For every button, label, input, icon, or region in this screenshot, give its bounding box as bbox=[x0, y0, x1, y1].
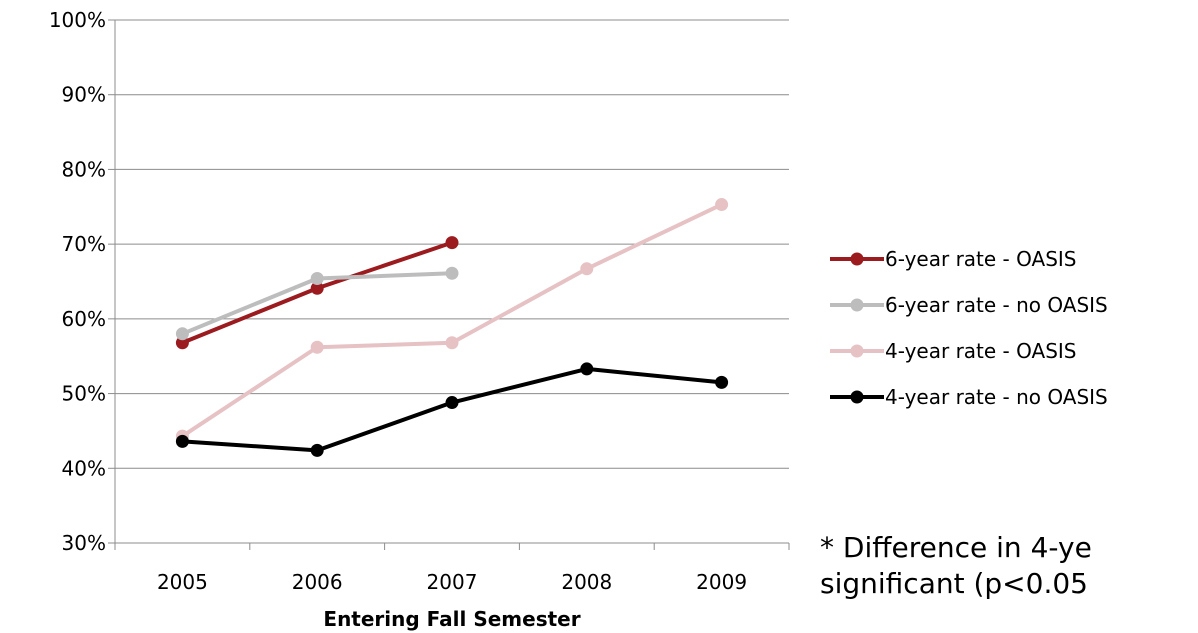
legend-marker bbox=[850, 252, 864, 266]
legend-label: 6-year rate - no OASIS bbox=[885, 293, 1108, 317]
footnote-line-1: * Difference in 4-ye bbox=[820, 531, 1092, 564]
y-tick-label: 40% bbox=[62, 456, 106, 480]
y-tick-label: 70% bbox=[62, 232, 106, 256]
legend-label: 4-year rate - OASIS bbox=[885, 339, 1076, 363]
data-point bbox=[175, 434, 189, 448]
data-point bbox=[310, 443, 324, 457]
data-point bbox=[580, 262, 594, 276]
x-tick-label: 2008 bbox=[561, 570, 612, 594]
footnote-line-2: significant (p<0.05 bbox=[820, 567, 1088, 600]
x-axis-title: Entering Fall Semester bbox=[323, 607, 580, 631]
y-tick-label: 80% bbox=[62, 157, 106, 181]
y-tick-label: 90% bbox=[62, 83, 106, 107]
y-tick-label: 60% bbox=[62, 307, 106, 331]
data-point bbox=[310, 340, 324, 354]
data-point bbox=[445, 236, 459, 250]
data-point bbox=[310, 281, 324, 295]
data-point bbox=[445, 396, 459, 410]
x-tick-label: 2007 bbox=[427, 570, 478, 594]
y-tick-label: 30% bbox=[62, 531, 106, 555]
data-point bbox=[175, 336, 189, 350]
data-point bbox=[715, 198, 729, 212]
data-point bbox=[445, 336, 459, 350]
y-tick-label: 50% bbox=[62, 382, 106, 406]
legend-marker bbox=[850, 390, 864, 404]
x-tick-label: 2006 bbox=[292, 570, 343, 594]
footnote: * Difference in 4-ye significant (p<0.05 bbox=[820, 530, 1198, 630]
data-point bbox=[445, 266, 459, 280]
legend-label: 4-year rate - no OASIS bbox=[885, 385, 1108, 409]
x-tick-label: 2009 bbox=[696, 570, 747, 594]
data-point bbox=[580, 362, 594, 376]
data-point bbox=[175, 327, 189, 341]
x-tick-label: 2005 bbox=[157, 570, 208, 594]
legend-marker bbox=[850, 298, 864, 312]
data-point bbox=[715, 375, 729, 389]
y-tick-label: 100% bbox=[49, 8, 106, 32]
data-point bbox=[310, 272, 324, 286]
legend-marker bbox=[850, 344, 864, 358]
legend-label: 6-year rate - OASIS bbox=[885, 247, 1076, 271]
